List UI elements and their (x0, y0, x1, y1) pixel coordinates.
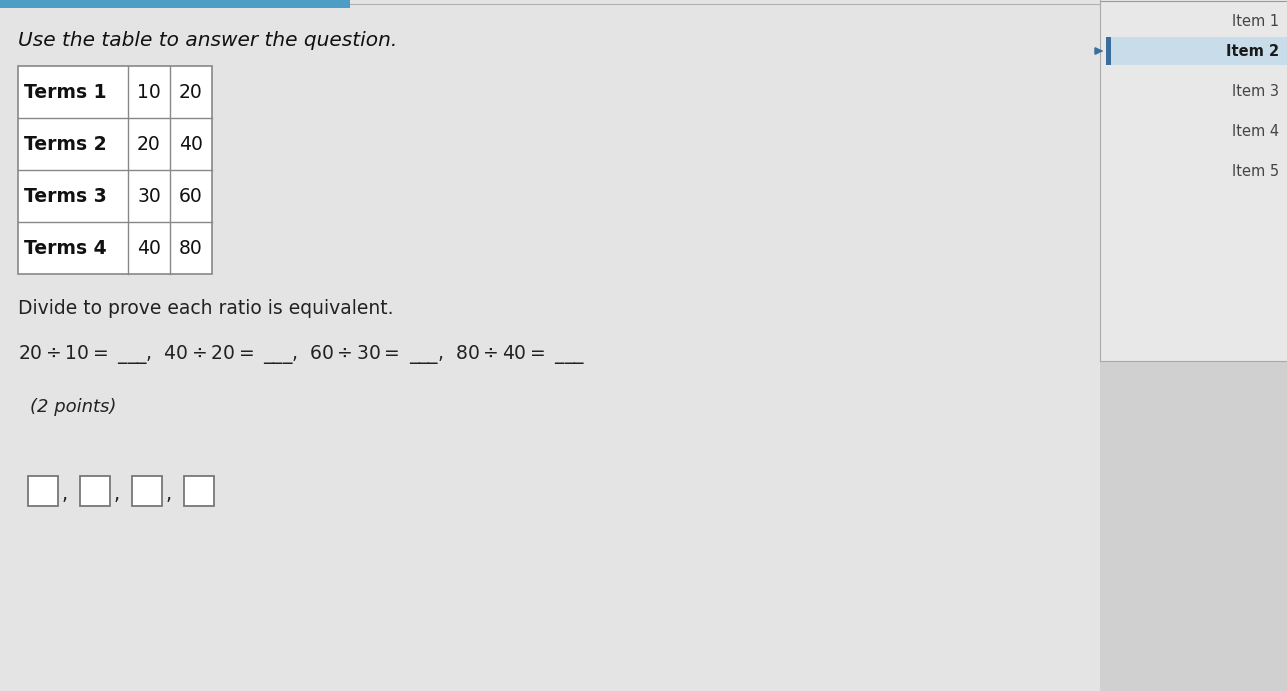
Text: 20: 20 (138, 135, 161, 153)
Bar (0, 0, 1100, 691)
Text: Terms 1: Terms 1 (24, 82, 107, 102)
Text: ,: , (62, 486, 68, 504)
Bar (184, 476, 214, 506)
Text: Terms 4: Terms 4 (24, 238, 107, 258)
Text: 10: 10 (138, 82, 161, 102)
Text: Item 3: Item 3 (1232, 84, 1279, 99)
Text: (2 points): (2 points) (30, 398, 116, 416)
Text: Divide to prove each ratio is equivalent.: Divide to prove each ratio is equivalent… (18, 299, 394, 318)
Bar (80, 476, 109, 506)
Text: 20: 20 (179, 82, 203, 102)
Text: Use the table to answer the question.: Use the table to answer the question. (18, 31, 398, 50)
Text: Terms 3: Terms 3 (24, 187, 107, 205)
Text: $20 \div 10 =$ ___,  $40 \div 20 =$ ___,  $60 \div 30 =$ ___,  $80 \div 40 =$ __: $20 \div 10 =$ ___, $40 \div 20 =$ ___, … (18, 343, 586, 366)
Bar (1106, 37, 1287, 65)
Text: Item 4: Item 4 (1232, 124, 1279, 138)
Text: Item 1: Item 1 (1232, 14, 1279, 28)
Text: Terms 2: Terms 2 (24, 135, 107, 153)
Bar (1100, 0, 1287, 691)
Text: Item 2: Item 2 (1227, 44, 1279, 59)
Text: 80: 80 (179, 238, 203, 258)
Bar (1106, 37, 1111, 65)
Text: Item 5: Item 5 (1232, 164, 1279, 178)
Bar (133, 476, 162, 506)
Bar (28, 476, 58, 506)
Text: 60: 60 (179, 187, 203, 205)
Bar (1100, 0, 1287, 361)
Text: ,: , (166, 486, 172, 504)
Bar (0, 0, 350, 8)
Bar (18, 66, 212, 274)
Text: 30: 30 (138, 187, 161, 205)
Text: ,: , (115, 486, 120, 504)
Text: 40: 40 (136, 238, 161, 258)
Text: 40: 40 (179, 135, 203, 153)
